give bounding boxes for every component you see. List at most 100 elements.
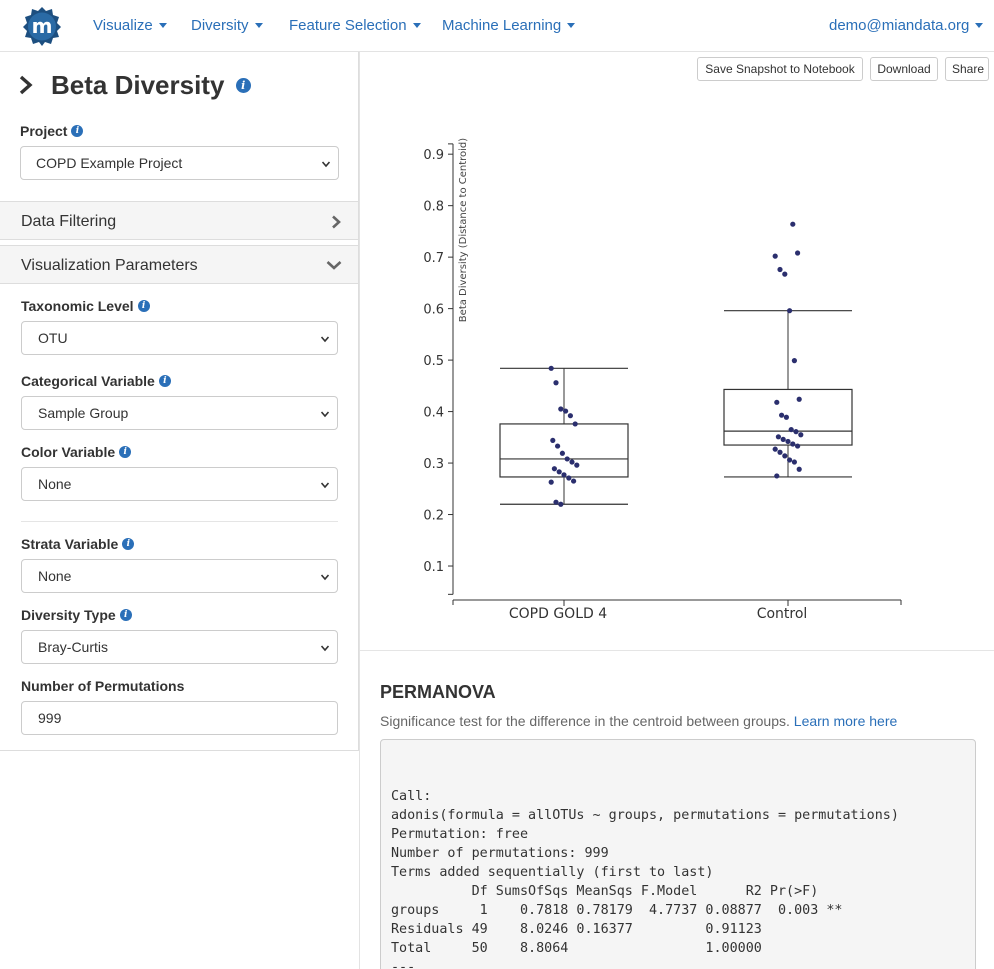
diversity-type-value: Bray-Curtis <box>38 639 109 655</box>
chevron-down-icon <box>321 574 329 581</box>
download-button[interactable]: Download <box>870 57 938 81</box>
share-button[interactable]: Share <box>945 57 989 81</box>
data-point <box>569 459 575 465</box>
caret-down-icon <box>567 22 576 28</box>
data-filtering-panel-header[interactable]: Data Filtering <box>0 201 358 240</box>
caret-down-icon <box>412 22 421 28</box>
user-menu[interactable]: demo@miandata.org <box>829 17 984 34</box>
info-icon[interactable]: i <box>119 446 132 459</box>
permanova-output-line: Permutation: free <box>391 827 529 842</box>
data-point <box>558 406 564 412</box>
x-tick-label: Control <box>757 606 808 622</box>
strata-variable-label-text: Strata Variable <box>21 536 119 552</box>
diversity-type-label-text: Diversity Type <box>21 607 116 623</box>
taxonomic-level-select[interactable]: OTU <box>21 321 338 355</box>
y-tick-label: 0.1 <box>423 560 444 575</box>
y-tick-label: 0.9 <box>423 148 444 163</box>
data-point <box>775 434 781 440</box>
data-point <box>796 466 802 472</box>
categorical-variable-label: Categorical Variable i <box>21 373 171 389</box>
info-icon[interactable]: i <box>235 77 251 93</box>
taxonomic-level-label: Taxonomic Level i <box>21 298 150 314</box>
data-point <box>566 475 572 481</box>
data-point <box>551 466 557 472</box>
data-point <box>774 473 780 479</box>
data-point <box>572 421 578 427</box>
data-point <box>571 478 577 484</box>
data-point <box>564 456 570 462</box>
y-axis-label: Beta Diversity (Distance to Centroid) <box>458 138 469 322</box>
data-point <box>774 399 780 405</box>
collapse-chevron-icon[interactable] <box>18 74 34 96</box>
data-point <box>779 412 785 418</box>
permanova-output-line: --- <box>391 960 416 969</box>
save-snapshot-button[interactable]: Save Snapshot to Notebook <box>697 57 863 81</box>
data-point <box>782 453 788 459</box>
categorical-variable-select[interactable]: Sample Group <box>21 396 338 430</box>
data-filtering-label: Data Filtering <box>21 213 117 230</box>
permanova-description: Significance test for the difference in … <box>380 713 897 729</box>
y-tick-label: 0.6 <box>423 303 444 318</box>
y-tick-label: 0.5 <box>423 354 444 369</box>
chevron-down-icon <box>321 411 329 418</box>
page-title-text: Beta Diversity <box>51 70 225 100</box>
categorical-variable-value: Sample Group <box>38 405 129 421</box>
y-tick-label: 0.7 <box>423 251 444 266</box>
data-point <box>558 501 564 507</box>
data-point <box>791 459 797 465</box>
permanova-title: PERMANOVA <box>380 682 496 702</box>
section-divider <box>360 650 994 651</box>
data-point <box>559 450 565 456</box>
permanova-output-line: Df SumsOfSqs MeanSqs F.Model R2 Pr(>F) <box>391 884 819 899</box>
info-icon[interactable]: i <box>119 609 132 622</box>
nav-diversity[interactable]: Diversity <box>191 17 263 34</box>
info-icon[interactable]: i <box>122 538 135 551</box>
chevron-down-icon <box>321 645 329 652</box>
data-point <box>782 271 788 277</box>
diversity-type-select[interactable]: Bray-Curtis <box>21 630 338 664</box>
chevron-down-icon <box>322 161 330 168</box>
chevron-down-icon <box>321 336 329 343</box>
permanova-output-line: Total 50 8.8064 1.00000 <box>391 941 762 956</box>
data-point <box>553 380 559 386</box>
data-point <box>555 443 561 449</box>
y-tick-label: 0.3 <box>423 457 444 472</box>
nav-machine-learning-label: Machine Learning <box>442 17 562 34</box>
data-point <box>783 414 789 420</box>
taxonomic-level-value: OTU <box>38 330 68 346</box>
project-select[interactable]: COPD Example Project <box>20 146 339 180</box>
nav-machine-learning[interactable]: Machine Learning <box>442 17 576 34</box>
data-point <box>795 250 801 256</box>
data-point <box>553 499 559 505</box>
user-email: demo@miandata.org <box>829 17 970 34</box>
nav-visualize[interactable]: Visualize <box>93 17 167 34</box>
nav-feature-selection[interactable]: Feature Selection <box>289 17 421 34</box>
y-tick-label: 0.2 <box>423 509 444 524</box>
categorical-variable-label-text: Categorical Variable <box>21 373 155 389</box>
data-point <box>772 253 778 259</box>
caret-down-icon <box>254 22 263 28</box>
info-icon[interactable]: i <box>71 125 84 138</box>
data-point <box>787 308 793 314</box>
chevron-down-icon <box>326 261 342 270</box>
box-iqr <box>723 388 853 446</box>
info-icon[interactable]: i <box>137 300 150 313</box>
chevron-down-icon <box>321 482 329 489</box>
data-point <box>548 365 554 371</box>
color-variable-value: None <box>38 476 72 492</box>
data-point <box>563 408 569 414</box>
visualization-parameters-panel-header[interactable]: Visualization Parameters <box>0 245 358 284</box>
mian-logo-icon[interactable]: m <box>22 6 62 46</box>
data-point <box>785 438 791 445</box>
learn-more-link[interactable]: Learn more here <box>793 713 898 729</box>
permanova-output-line: Residuals 49 8.0246 0.16377 0.91123 <box>391 922 762 937</box>
permanova-output: Call: adonis(formula = allOTUs ~ groups, … <box>380 739 976 969</box>
data-point <box>777 449 783 455</box>
data-point <box>567 413 573 419</box>
data-point <box>791 358 797 364</box>
color-variable-select[interactable]: None <box>21 467 338 501</box>
strata-variable-select[interactable]: None <box>21 559 338 593</box>
permutations-input[interactable]: 999 <box>21 701 338 735</box>
info-icon[interactable]: i <box>158 375 171 388</box>
nav-diversity-label: Diversity <box>191 17 249 34</box>
